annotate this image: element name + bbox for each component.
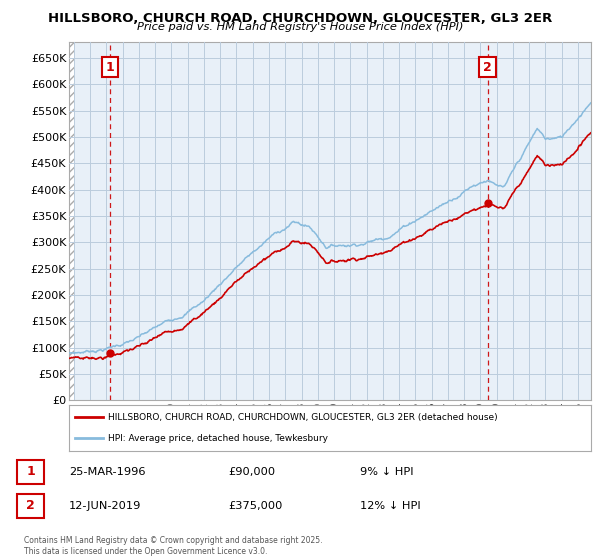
Text: Price paid vs. HM Land Registry's House Price Index (HPI): Price paid vs. HM Land Registry's House … <box>137 22 463 32</box>
Text: 25-MAR-1996: 25-MAR-1996 <box>69 466 146 477</box>
Text: HILLSBORO, CHURCH ROAD, CHURCHDOWN, GLOUCESTER, GL3 2ER: HILLSBORO, CHURCH ROAD, CHURCHDOWN, GLOU… <box>48 12 552 25</box>
Text: HPI: Average price, detached house, Tewkesbury: HPI: Average price, detached house, Tewk… <box>108 434 328 443</box>
FancyBboxPatch shape <box>17 494 44 518</box>
Text: 2: 2 <box>483 60 492 73</box>
Text: 2: 2 <box>26 500 35 512</box>
Bar <box>69 42 74 400</box>
Text: 9% ↓ HPI: 9% ↓ HPI <box>360 466 413 477</box>
Text: 12-JUN-2019: 12-JUN-2019 <box>69 501 142 511</box>
Text: HILLSBORO, CHURCH ROAD, CHURCHDOWN, GLOUCESTER, GL3 2ER (detached house): HILLSBORO, CHURCH ROAD, CHURCHDOWN, GLOU… <box>108 413 498 422</box>
Text: Contains HM Land Registry data © Crown copyright and database right 2025.
This d: Contains HM Land Registry data © Crown c… <box>24 536 323 556</box>
Text: 1: 1 <box>26 465 35 478</box>
Text: 1: 1 <box>106 60 115 73</box>
FancyBboxPatch shape <box>17 460 44 484</box>
Text: £90,000: £90,000 <box>228 466 275 477</box>
Text: 12% ↓ HPI: 12% ↓ HPI <box>360 501 421 511</box>
Text: £375,000: £375,000 <box>228 501 283 511</box>
